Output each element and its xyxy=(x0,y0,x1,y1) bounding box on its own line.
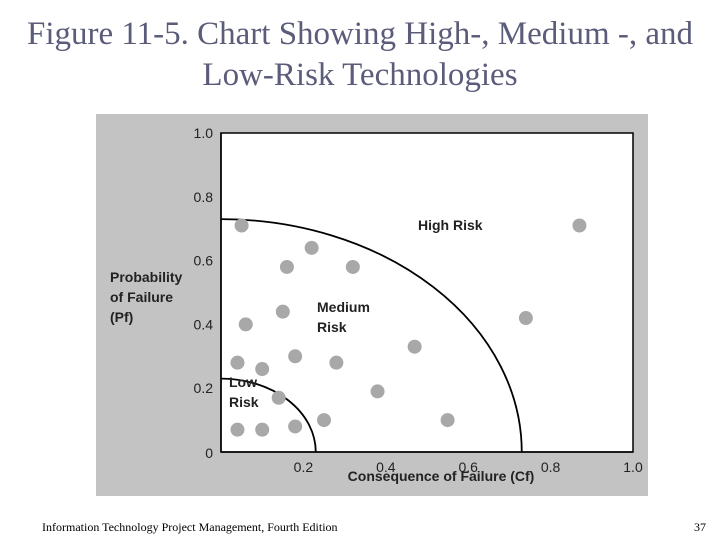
y-tick-label: 0.8 xyxy=(194,189,214,205)
medium-risk-label: Medium Risk xyxy=(317,299,370,335)
data-point xyxy=(304,240,319,255)
data-point xyxy=(288,349,303,364)
y-tick-labels: 0 0.2 0.4 0.6 0.8 1.0 xyxy=(194,125,214,461)
data-point xyxy=(230,355,245,370)
high-risk-label: High Risk xyxy=(418,217,483,233)
risk-boundaries xyxy=(220,218,523,453)
medium-risk-label-line: Risk xyxy=(317,319,347,335)
data-point xyxy=(317,413,331,428)
y-tick-label: 1.0 xyxy=(194,125,214,141)
data-point xyxy=(238,317,253,332)
y-axis-title-line: of Failure xyxy=(110,289,173,305)
y-tick-label: 0 xyxy=(205,445,213,461)
footer-page-number: 37 xyxy=(694,520,706,534)
risk-scatter-chart: 0 0.2 0.4 0.6 0.8 1.0 0.2 0.4 0.6 0.8 1.0 Probabi… xyxy=(110,125,643,484)
data-point xyxy=(345,259,360,274)
low-risk-label-line: Risk xyxy=(229,394,259,410)
plot-area xyxy=(221,133,633,452)
y-tick-label: 0.4 xyxy=(194,316,214,332)
high-risk-label-line: High Risk xyxy=(418,217,483,233)
data-points xyxy=(230,218,587,437)
y-tick-label: 0.6 xyxy=(194,253,214,269)
data-point xyxy=(271,390,286,405)
data-point xyxy=(255,362,270,377)
plot-border xyxy=(220,132,634,453)
y-axis-title-line: Probability xyxy=(110,269,183,285)
x-tick-label: 0.4 xyxy=(376,459,396,475)
x-tick-label: 0.2 xyxy=(294,459,314,475)
boundary-low xyxy=(220,377,317,453)
y-axis-title-line: (Pf) xyxy=(110,309,133,325)
x-tick-label: 0.8 xyxy=(541,459,561,475)
boundary-medium xyxy=(220,218,523,453)
data-point xyxy=(230,422,245,437)
data-point xyxy=(279,259,294,274)
data-point xyxy=(407,339,422,354)
x-tick-label: 0.6 xyxy=(458,459,478,475)
x-tick-labels: 0.2 0.4 0.6 0.8 1.0 xyxy=(294,459,643,475)
data-point xyxy=(288,419,303,434)
y-axis-title: Probability of Failure (Pf) xyxy=(110,269,183,325)
data-point xyxy=(440,413,455,428)
footer-course-title: Information Technology Project Managemen… xyxy=(42,520,338,534)
data-point xyxy=(370,384,385,399)
chart-panel: 0 0.2 0.4 0.6 0.8 1.0 0.2 0.4 0.6 0.8 1.0 Probabi… xyxy=(96,114,648,496)
x-axis-title: Consequence of Failure (Cf) xyxy=(348,468,535,484)
medium-risk-label-line: Medium xyxy=(317,299,370,315)
low-risk-label-line: Low xyxy=(229,374,257,390)
slide-title: Figure 11-5. Chart Showing High-, Medium… xyxy=(26,16,694,93)
y-tick-label: 0.2 xyxy=(194,380,214,396)
data-point xyxy=(329,355,344,370)
data-point xyxy=(572,218,587,233)
data-point xyxy=(255,422,270,437)
data-point xyxy=(275,304,290,319)
data-point xyxy=(518,311,533,326)
data-point xyxy=(234,218,249,233)
x-tick-label: 1.0 xyxy=(623,459,643,475)
low-risk-label: Low Risk xyxy=(229,374,259,410)
